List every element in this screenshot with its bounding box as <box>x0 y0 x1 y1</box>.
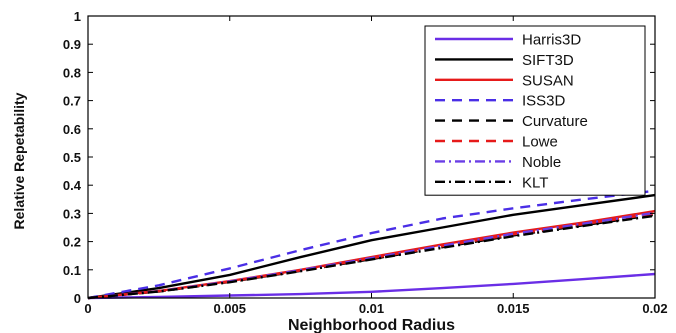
y-tick-label: 0.8 <box>63 65 81 80</box>
y-tick-label: 0.1 <box>63 263 81 278</box>
x-axis-label: Neighborhood Radius <box>288 317 455 333</box>
y-tick-label: 0.6 <box>63 122 81 137</box>
legend: Harris3D SIFT3D SUSAN ISS3D Curvature Lowe Nob… <box>424 25 646 196</box>
legend-label-noble: Noble <box>522 154 561 171</box>
series-line-sift3d <box>87 193 656 300</box>
x-tick-label: 0.005 <box>213 301 246 316</box>
series-line-klt <box>87 214 656 300</box>
legend-label-sift3d: SIFT3D <box>522 52 574 69</box>
y-axis-label: Relative Repetability <box>11 92 27 229</box>
y-tick-label: 0.2 <box>63 235 81 250</box>
y-tick-label: 0.9 <box>63 37 81 52</box>
x-tick-label: 0.01 <box>359 301 384 316</box>
legend-box <box>424 25 646 196</box>
ticks-layer: 0 0.005 0.01 0.015 0.02 0 0.1 0.2 0.3 0.4 0.5 0.6 0.… <box>63 9 668 316</box>
y-tick-label: 0.3 <box>63 206 81 221</box>
y-tick-label: 1 <box>74 9 81 24</box>
x-tick-label: 0 <box>84 301 91 316</box>
y-tick-label: 0 <box>74 291 81 306</box>
series-line-iss3d <box>87 189 656 300</box>
legend-label-susan: SUSAN <box>522 72 574 89</box>
legend-label-harris3d: Harris3D <box>522 32 581 49</box>
legend-label-iss3d: ISS3D <box>522 93 566 110</box>
series-line-lowe <box>87 212 656 300</box>
legend-label-curvature: Curvature <box>522 113 588 130</box>
legend-label-klt: KLT <box>522 174 548 191</box>
y-tick-label: 0.4 <box>63 178 82 193</box>
series-line-harris3d <box>87 272 656 300</box>
legend-label-lowe: Lowe <box>522 134 558 151</box>
y-tick-label: 0.5 <box>63 150 81 165</box>
series-layer <box>87 189 656 300</box>
y-tick-label: 0.7 <box>63 94 81 109</box>
x-tick-label: 0.02 <box>642 301 667 316</box>
x-tick-label: 0.015 <box>497 301 530 316</box>
